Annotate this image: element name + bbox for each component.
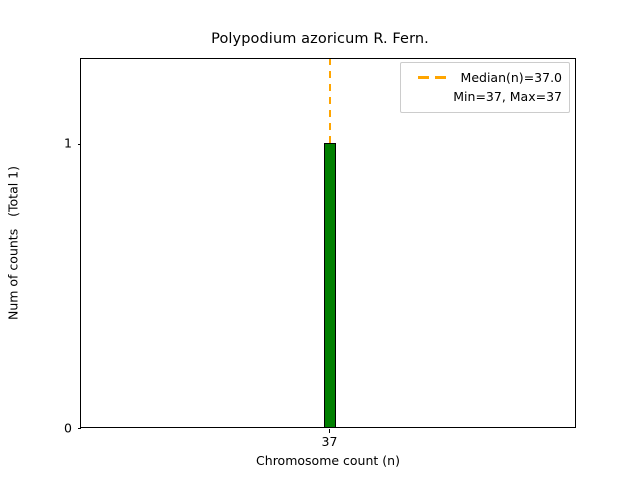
- y-tick-label-1: 1: [64, 135, 72, 151]
- plot-area: [80, 58, 576, 428]
- y-tick-mark-1: [77, 144, 81, 146]
- legend-item-minmax: Min=37, Max=37: [408, 87, 562, 106]
- x-axis-label: Chromosome count (n): [256, 453, 400, 468]
- axes-frame: [77, 58, 576, 433]
- chart-title: Polypodium azoricum R. Fern.: [211, 31, 429, 47]
- legend-label-minmax: Min=37, Max=37: [453, 89, 562, 104]
- blank-marker-icon: [410, 95, 444, 98]
- y-axis-tick-labels: 0 1: [0, 58, 72, 436]
- x-axis-tick-labels: 37: [80, 434, 576, 454]
- histogram-bar[interactable]: [323, 143, 336, 428]
- x-tick-mark-37: [329, 429, 331, 433]
- dashed-line-icon: [417, 76, 452, 79]
- y-tick-mark-0: [77, 427, 81, 429]
- chart-legend[interactable]: Median(n)=37.0 Min=37, Max=37: [400, 62, 570, 113]
- legend-label-median: Median(n)=37.0: [460, 70, 562, 85]
- y-tick-label-0: 0: [64, 420, 72, 436]
- legend-item-median: Median(n)=37.0: [408, 68, 562, 87]
- x-tick-label-37: 37: [321, 434, 338, 449]
